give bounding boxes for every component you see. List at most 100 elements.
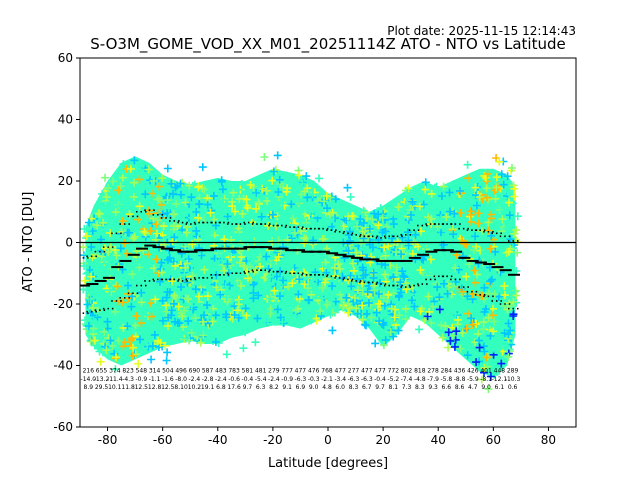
scatter-point: [326, 193, 335, 202]
scatter-point: [407, 211, 415, 219]
scatter-point: [162, 192, 171, 201]
scatter-point: [500, 291, 509, 300]
scatter-point: [272, 222, 281, 231]
scatter-point: [380, 301, 389, 310]
scatter-point: [180, 271, 189, 280]
scatter-point: [368, 270, 377, 279]
scatter-point: [438, 333, 447, 342]
scatter-point: [469, 246, 478, 254]
scatter-point: [375, 317, 384, 326]
scatter-point: [348, 259, 357, 268]
scatter-point: [257, 212, 266, 221]
scatter-point: [404, 215, 413, 224]
scatter-point: [504, 330, 513, 339]
x-tick-label: 0: [324, 433, 332, 447]
scatter-point: [421, 178, 430, 187]
scatter-point: [256, 262, 264, 271]
y-tick-label: -40: [53, 359, 73, 373]
scatter-point: [471, 338, 479, 347]
bin-annotation-value: -0.6: [228, 376, 240, 383]
scatter-point: [188, 271, 197, 280]
bin-annotation-value: 6.6: [442, 384, 452, 391]
scatter-point: [86, 337, 95, 346]
scatter-point: [456, 186, 464, 195]
scatter-point: [484, 226, 493, 235]
scatter-point: [484, 313, 493, 322]
scatter-point: [245, 237, 254, 246]
scatter-point: [273, 212, 282, 221]
scatter-point: [403, 189, 412, 198]
bin-annotation-value: 777: [281, 368, 293, 375]
scatter-point: [416, 307, 425, 316]
scatter-point: [98, 189, 107, 198]
scatter-point: [199, 317, 207, 326]
scatter-point: [472, 201, 481, 210]
scatter-point: [235, 195, 244, 203]
scatter-point: [384, 242, 393, 251]
scatter-point: [256, 281, 265, 290]
scatter-point: [113, 282, 122, 291]
scatter-point: [471, 278, 480, 287]
scatter-point: [222, 310, 230, 319]
scatter-point: [255, 176, 264, 184]
scatter-point: [163, 322, 172, 330]
scatter-point: [480, 347, 489, 356]
scatter-point: [216, 290, 225, 299]
scatter-point: [382, 222, 391, 231]
y-tick-label: -20: [53, 297, 73, 311]
scatter-point: [318, 298, 327, 307]
scatter-point: [395, 311, 404, 320]
scatter-point: [252, 189, 261, 197]
scatter-point: [287, 220, 296, 229]
scatter-point: [318, 284, 327, 292]
scatter-point: [487, 231, 496, 240]
scatter-point: [321, 291, 330, 299]
scatter-point: [242, 311, 251, 320]
scatter-point: [170, 291, 179, 300]
scatter-point: [362, 253, 371, 262]
scatter-point: [106, 286, 114, 295]
x-tick-label: 60: [486, 433, 501, 447]
scatter-point: [372, 308, 381, 317]
scatter-point: [230, 273, 239, 282]
scatter-point: [388, 234, 396, 243]
scatter-point: [251, 338, 260, 347]
bin-annotation-value: 477: [374, 368, 386, 375]
scatter-point: [323, 204, 331, 213]
scatter-point: [143, 340, 152, 349]
scatter-point: [82, 232, 91, 241]
bin-annotation-value: 12.8: [148, 384, 162, 391]
scatter-point: [108, 253, 117, 262]
scatter-point: [278, 199, 287, 208]
bin-annotation-value: -12.1: [492, 376, 508, 383]
scatter-point: [203, 301, 212, 310]
scatter-point: [502, 224, 511, 233]
scatter-point: [491, 224, 499, 232]
scatter-point: [217, 176, 226, 185]
scatter-point: [506, 326, 515, 335]
scatter-point: [269, 167, 278, 176]
scatter-point: [218, 256, 226, 265]
scatter-point: [315, 246, 324, 255]
scatter-point: [223, 221, 232, 230]
bin-annotation-value: 284: [441, 368, 453, 375]
scatter-point: [298, 179, 307, 188]
bin-annotations: 216-14.08.9655-13.229.5374-11.410.1823-4…: [81, 368, 521, 391]
scatter-point: [400, 273, 409, 282]
scatter-point: [371, 339, 380, 348]
scatter-point: [287, 234, 296, 243]
scatter-point: [314, 277, 322, 286]
scatter-point: [180, 306, 189, 315]
scatter-point: [161, 301, 170, 310]
bin-annotation-value: -8.0: [175, 376, 187, 383]
scatter-point: [272, 298, 281, 307]
scatter-point: [159, 316, 167, 325]
scatter-point: [478, 335, 487, 344]
scatter-point: [139, 246, 148, 255]
scatter-point: [230, 311, 239, 319]
scatter-point: [422, 296, 431, 305]
scatter-point: [97, 266, 106, 275]
scatter-point: [490, 317, 499, 326]
scatter-point: [200, 185, 209, 194]
scatter-point: [380, 243, 389, 252]
